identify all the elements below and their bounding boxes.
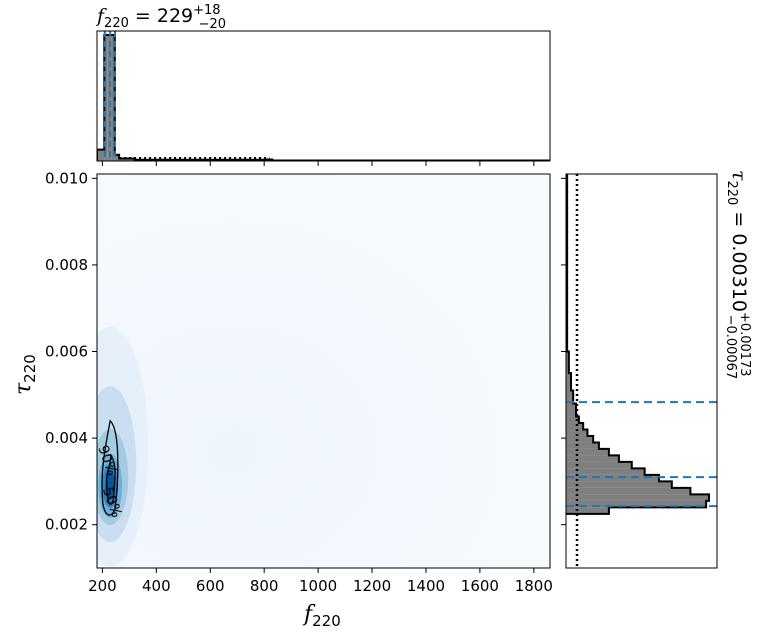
- y-axis-label: τ220: [11, 354, 39, 395]
- right-quantile-lines: [566, 174, 717, 568]
- joint-background: [97, 174, 550, 568]
- right-title-subscript: 220: [724, 181, 739, 206]
- top-bin-0: [97, 149, 105, 161]
- top-title-err-plus: +18: [193, 3, 220, 18]
- x-tick-label: 1800: [515, 577, 553, 595]
- right-panel-title: τ220 = 0.00310+0.00173−0.00067: [723, 170, 752, 379]
- top-bin-1: [104, 35, 108, 161]
- x-tick-label: 1600: [461, 577, 499, 595]
- x-tick-label: 400: [142, 577, 171, 595]
- top-title-symbol: f: [95, 5, 107, 27]
- right-histogram: [566, 174, 710, 515]
- top-title-value: = 229: [129, 5, 193, 27]
- right-title-symbol: τ: [728, 170, 750, 181]
- top-panel-title: f220 = 229+18 −20: [95, 3, 226, 32]
- y-tick-label: 0.008: [45, 256, 88, 274]
- right-bin-1: [566, 500, 707, 508]
- right-bin-5: [566, 474, 659, 482]
- top-histogram-outline: [97, 34, 550, 161]
- y-tick-label: 0.002: [45, 516, 88, 534]
- top-bin-5: [119, 158, 135, 161]
- top-histogram: [97, 34, 550, 161]
- right-title-err-minus: −0.00067: [723, 315, 738, 380]
- right-bin-8: [566, 455, 619, 462]
- right-bin-18: [566, 351, 569, 374]
- x-axis-label: f220: [302, 602, 341, 630]
- joint-panel: 90%50% 200 400 600 800 1000 1200 1400 1600 1800 …: [11, 169, 553, 630]
- top-panel-frame: [96, 30, 551, 162]
- y-axis-subscript: 220: [21, 354, 39, 383]
- top-bin-2: [107, 35, 112, 161]
- top-title-subscript: 220: [104, 16, 129, 31]
- right-histogram-outline: [566, 174, 710, 515]
- joint-x-ticks: 200 400 600 800 1000 1200 1400 1600 1800: [88, 568, 553, 595]
- x-tick-label: 1200: [353, 577, 391, 595]
- top-quantile-lines: [103, 31, 270, 161]
- right-bin-15: [566, 403, 577, 417]
- right-title-err-plus: +0.00173: [737, 312, 752, 377]
- top-x-ticks: [101, 161, 535, 166]
- right-bin-3: [566, 487, 691, 495]
- top-title-err-minus: −20: [199, 17, 226, 32]
- y-axis-symbol: τ: [11, 382, 36, 395]
- x-axis-subscript: 220: [312, 612, 341, 630]
- right-bin-2: [566, 494, 709, 501]
- right-panel-frame: [565, 173, 718, 569]
- contour-50%: [105, 453, 116, 505]
- right-y-ticks: [561, 177, 566, 526]
- right-bin-0: [566, 507, 609, 514]
- right-bin-17: [566, 373, 572, 391]
- right-marginal-panel: τ220 = 0.00310+0.00173−0.00067: [561, 170, 752, 569]
- x-tick-label: 800: [250, 577, 279, 595]
- joint-y-ticks: 0.002 0.004 0.006 0.008 0.010: [45, 169, 97, 534]
- x-tick-label: 600: [196, 577, 225, 595]
- right-bin-9: [566, 448, 609, 456]
- right-title-value: = 0.00310: [728, 205, 750, 312]
- right-bin-16: [566, 390, 574, 404]
- contour-90%: [101, 419, 119, 516]
- top-bin-4: [114, 154, 120, 161]
- right-bin-10: [566, 442, 599, 449]
- x-tick-label: 200: [88, 577, 117, 595]
- x-tick-label: 1000: [299, 577, 337, 595]
- top-marginal-panel: f220 = 229+18 −20: [95, 3, 551, 166]
- right-bin-11: [566, 435, 594, 443]
- right-bin-4: [566, 481, 672, 488]
- right-bin-12: [566, 429, 588, 436]
- y-tick-label: 0.006: [45, 343, 88, 361]
- right-bin-6: [566, 468, 645, 475]
- joint-panel-frame: [96, 173, 551, 569]
- right-bin-13: [566, 422, 584, 430]
- right-bin-14: [566, 416, 579, 423]
- x-tick-label: 1400: [407, 577, 445, 595]
- top-bin-3: [111, 35, 115, 161]
- y-tick-label: 0.010: [45, 169, 88, 187]
- y-tick-label: 0.004: [45, 429, 88, 447]
- right-bin-7: [566, 461, 632, 469]
